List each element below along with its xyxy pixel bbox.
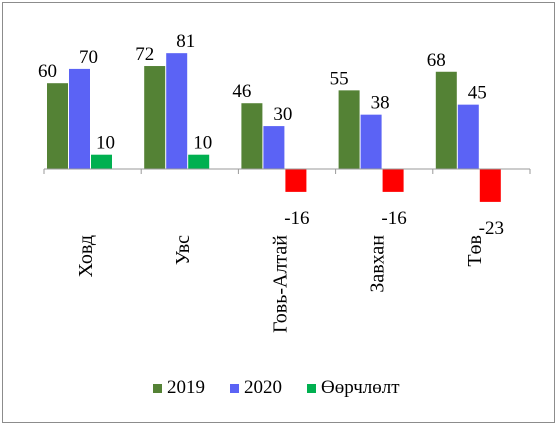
bar-Өөрчлөлт-Завхан (382, 169, 404, 192)
bar-2019-Увс (144, 66, 166, 169)
data-label-2020-Завхан: 38 (371, 93, 390, 114)
legend-label-2019: 2019 (167, 377, 205, 398)
bar-Өөрчлөлт-Төв (479, 169, 501, 202)
legend-swatch-2019 (153, 384, 162, 393)
data-label-2020-Ховд: 70 (79, 47, 98, 68)
bar-Өөрчлөлт-Ховд (91, 154, 112, 169)
legend-label-2020: 2020 (244, 377, 282, 398)
bar-2020-Говь-Алтай (263, 126, 285, 169)
legend-label-Өөрчлөлт: Өөрчлөлт (321, 377, 400, 398)
bar-2019-Завхан (338, 90, 360, 169)
data-label-2019-Увс: 72 (135, 44, 154, 65)
bar-2020-Төв (457, 104, 479, 169)
chart-frame: 60 72 46 55 68 70 81 30 38 45 10 10 -16 -16 -23 Ховд Ув… (2, 2, 555, 423)
legend-swatch-Өөрчлөлт (307, 384, 316, 393)
category-label-Завхан: Завхан (367, 235, 389, 293)
data-label-2020-Төв: 45 (468, 83, 487, 104)
category-label-Төв: Төв (464, 235, 486, 267)
data-labels-layer: 60 72 46 55 68 70 81 30 38 45 10 10 -16 -16 -23 (38, 31, 504, 239)
data-label-2019-Говь-Алтай: 46 (232, 81, 251, 102)
bar-Өөрчлөлт-Говь-Алтай (285, 169, 307, 192)
legend: 2019 2020 Өөрчлөлт (153, 377, 400, 398)
bar-2020-Завхан (360, 114, 382, 169)
data-label-2019-Завхан: 55 (330, 68, 349, 89)
data-label-Өөрчлөлт-Завхан: -16 (381, 208, 406, 229)
bar-2020-Увс (166, 53, 188, 169)
data-label-2020-Увс: 81 (176, 31, 195, 52)
data-label-Өөрчлөлт-Говь-Алтай: -16 (284, 208, 309, 229)
category-labels-layer: Ховд Увс Говь-Алтай Завхан Төв (75, 235, 486, 333)
bar-2020-Ховд (69, 68, 90, 169)
data-label-Өөрчлөлт-Ховд: 10 (96, 133, 115, 154)
bar-Өөрчлөлт-Увс (188, 154, 210, 169)
bar-2019-Төв (435, 71, 457, 169)
bar-2019-Ховд (47, 83, 68, 169)
category-label-Увс: Увс (172, 235, 194, 265)
bars-layer (47, 53, 501, 202)
data-label-2020-Говь-Алтай: 30 (273, 104, 292, 125)
data-label-2019-Төв: 68 (427, 50, 446, 71)
category-label-Говь-Алтай: Говь-Алтай (269, 235, 291, 333)
data-label-Өөрчлөлт-Увс: 10 (193, 133, 212, 154)
bar-2019-Говь-Алтай (241, 103, 263, 169)
bar-chart: 60 72 46 55 68 70 81 30 38 45 10 10 -16 -16 -23 Ховд Ув… (38, 31, 531, 398)
legend-swatch-2020 (230, 384, 239, 393)
category-label-Ховд: Ховд (75, 235, 97, 277)
data-label-2019-Ховд: 60 (38, 61, 57, 82)
axis-layer (43, 168, 531, 174)
data-label-Өөрчлөлт-Төв: -23 (479, 218, 504, 239)
